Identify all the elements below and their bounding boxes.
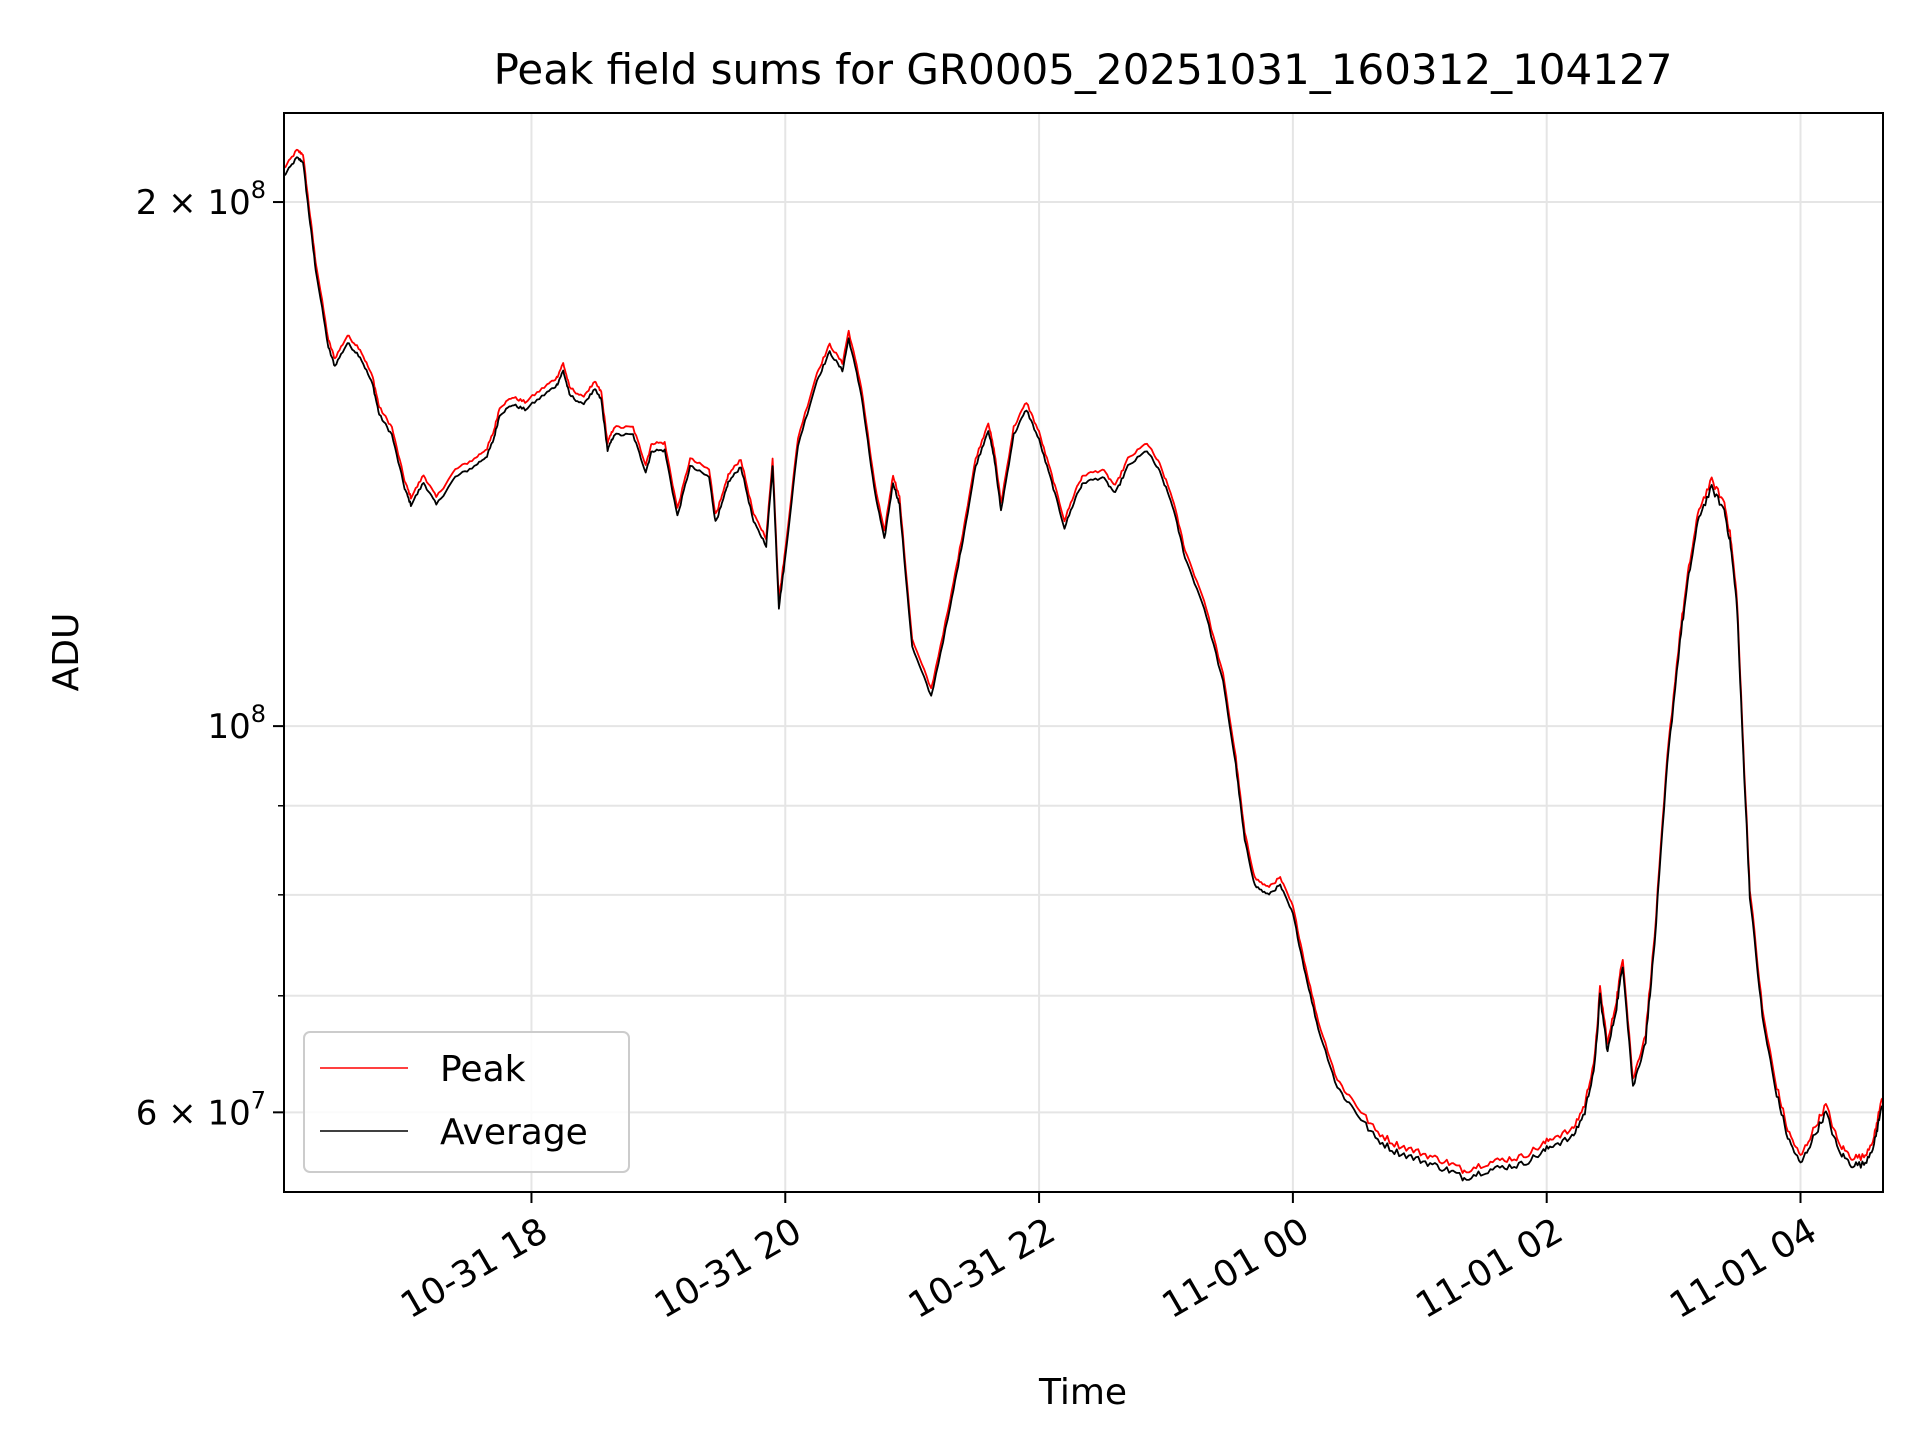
average-series-line	[284, 156, 1883, 1182]
x-axis-label: Time	[1038, 1372, 1127, 1413]
legend-average-label: Average	[440, 1112, 588, 1153]
chart-title: Peak field sums for GR0005_20251031_1603…	[494, 45, 1673, 94]
y-tick-label: 6 × 107	[136, 1086, 266, 1133]
legend-box	[303, 1031, 630, 1173]
peak-series-line	[284, 148, 1883, 1174]
y-tick-label: 2 × 108	[136, 176, 266, 223]
series-layer	[284, 148, 1883, 1182]
plot-area-frame	[283, 112, 1884, 1193]
legend: Peak Average	[303, 1031, 630, 1173]
legend-peak-label: Peak	[440, 1049, 526, 1090]
y-axis-label: ADU	[46, 613, 87, 692]
y-tick-label: 108	[207, 700, 266, 747]
